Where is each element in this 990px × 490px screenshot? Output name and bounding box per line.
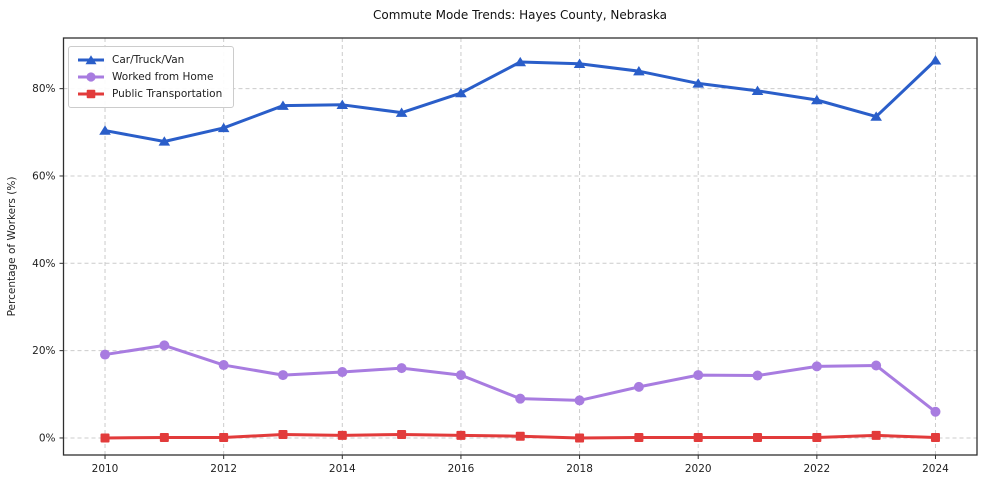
data-point-marker: [158, 136, 171, 146]
data-point-marker: [634, 433, 644, 443]
data-point-marker: [217, 122, 230, 133]
legend-marker-icon: [78, 72, 104, 82]
data-point-marker: [930, 433, 940, 443]
data-point-marker: [397, 429, 407, 439]
data-point-marker: [515, 393, 526, 404]
legend-marker-icon: [78, 55, 104, 65]
data-point-marker: [929, 55, 942, 65]
chart-title: Commute Mode Trends: Hayes County, Nebra…: [373, 8, 667, 22]
data-point-marker: [573, 58, 586, 68]
data-point-marker: [277, 370, 288, 381]
data-point-marker: [396, 363, 407, 374]
data-point-marker: [633, 381, 644, 392]
x-tick-label: 2010: [92, 463, 119, 475]
data-point-marker: [218, 360, 229, 371]
x-tick-label: 2012: [210, 463, 237, 475]
data-point-marker: [100, 349, 111, 360]
data-point-marker: [336, 99, 349, 110]
x-tick-label: 2016: [448, 463, 475, 475]
data-point-marker: [514, 56, 527, 67]
data-point-marker: [871, 430, 881, 440]
y-axis-label: Percentage of Workers (%): [6, 177, 18, 317]
data-point-marker: [753, 433, 763, 443]
y-tick-label: 40%: [32, 258, 55, 270]
x-tick-label: 2020: [685, 463, 712, 475]
data-point-marker: [751, 85, 764, 96]
x-tick-label: 2014: [329, 463, 356, 475]
x-tick-label: 2024: [922, 463, 949, 475]
y-tick-label: 60%: [32, 170, 55, 182]
data-point-marker: [159, 340, 170, 351]
legend-item: Public Transportation: [77, 88, 222, 100]
legend-item: Worked from Home: [77, 71, 222, 83]
data-point-marker: [515, 431, 525, 441]
data-point-marker: [692, 78, 705, 88]
y-tick-label: 0%: [39, 432, 56, 444]
data-point-marker: [395, 107, 408, 117]
data-point-marker: [693, 370, 704, 381]
plot-frame: [62, 37, 978, 456]
data-point-marker: [811, 94, 823, 105]
data-point-marker: [811, 361, 822, 372]
data-point-marker: [752, 370, 763, 381]
data-point-marker: [456, 430, 466, 440]
data-point-marker: [693, 433, 703, 443]
data-point-marker: [871, 360, 882, 371]
data-point-marker: [575, 433, 585, 443]
y-tick-label: 80%: [32, 83, 55, 95]
data-point-marker: [455, 370, 466, 381]
data-point-marker: [100, 433, 110, 443]
data-point-marker: [870, 111, 882, 121]
data-point-marker: [99, 125, 111, 135]
data-point-marker: [219, 433, 229, 443]
legend-item-label: Worked from Home: [112, 71, 214, 83]
data-point-marker: [337, 367, 348, 378]
y-tick-label: 20%: [32, 345, 55, 357]
data-point-marker: [633, 65, 645, 76]
legend: Car/Truck/Van Worked from Home Public Tran…: [68, 46, 235, 108]
legend-item-label: Car/Truck/Van: [112, 54, 185, 66]
x-tick-label: 2018: [566, 463, 593, 475]
data-point-marker: [574, 395, 585, 406]
data-point-marker: [930, 406, 941, 417]
data-point-marker: [278, 429, 288, 439]
data-point-marker: [455, 87, 467, 98]
legend-item: Car/Truck/Van: [77, 54, 222, 66]
data-point-marker: [812, 433, 822, 443]
data-point-marker: [337, 430, 347, 440]
x-tick-label: 2022: [803, 463, 830, 475]
legend-item-label: Public Transportation: [112, 88, 223, 100]
data-point-marker: [277, 100, 289, 110]
legend-marker-icon: [78, 89, 104, 99]
data-point-marker: [159, 433, 169, 443]
